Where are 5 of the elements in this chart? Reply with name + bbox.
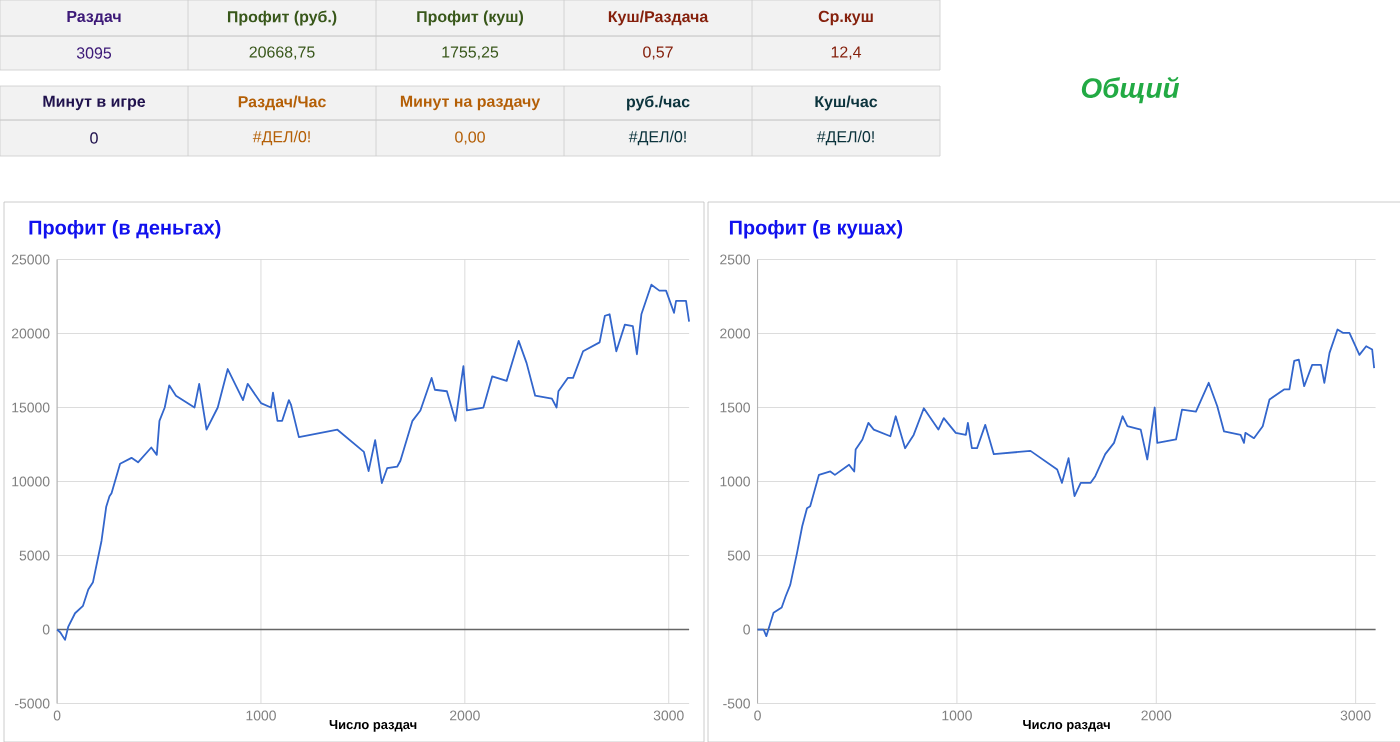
line-series [756, 328, 1376, 638]
chart-title: Профит (в кушах) [729, 219, 903, 239]
chart-title: Профит (в деньгах) [29, 219, 221, 239]
text: Общий [1081, 76, 1180, 104]
line-series [56, 283, 690, 641]
